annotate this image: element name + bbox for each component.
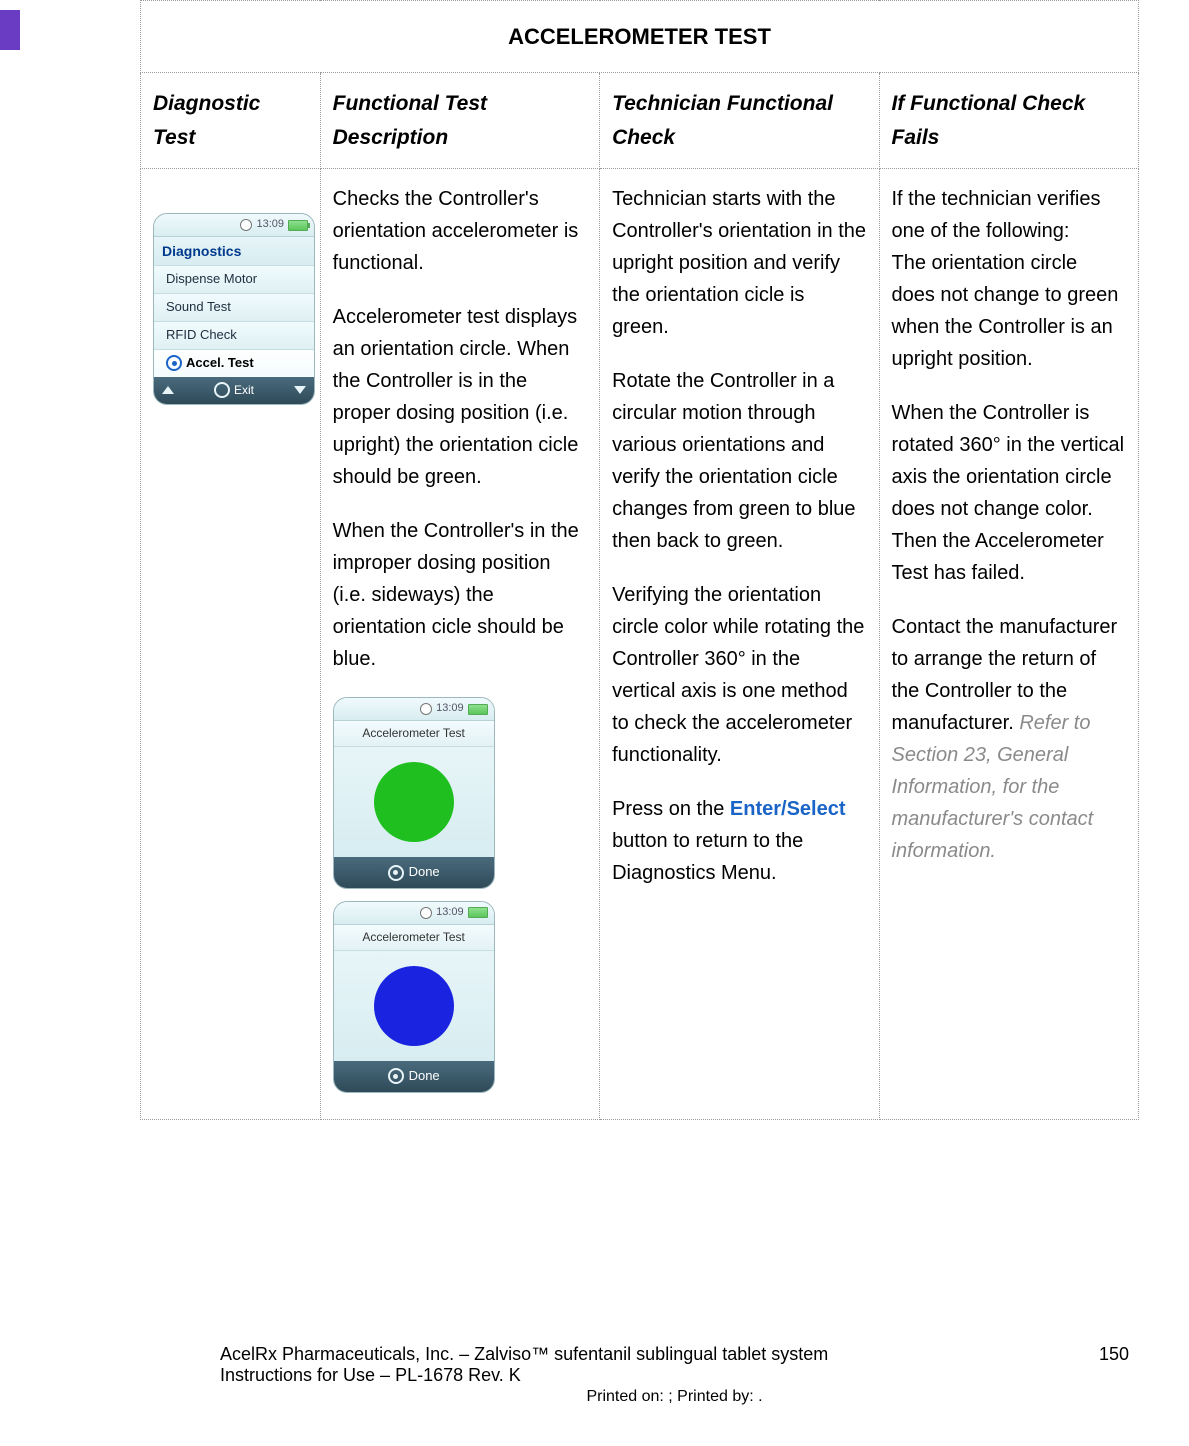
done-label: Done	[409, 862, 440, 883]
tech-p4c: button to return to the Diagnostics Menu…	[612, 830, 803, 884]
menu-item-accel-label: Accel. Test	[186, 353, 254, 374]
done-label: Done	[409, 1066, 440, 1087]
fail-p3: When the Controller is rotated 360° in t…	[892, 397, 1127, 525]
device-statusbar: 13:09	[334, 698, 494, 721]
done-bar: Done	[334, 857, 494, 888]
device-time: 13:09	[436, 700, 464, 718]
nav-down-icon	[294, 386, 306, 394]
clock-icon	[240, 219, 252, 231]
battery-icon	[288, 220, 308, 231]
menu-item-dispense-motor: Dispense Motor	[154, 265, 314, 293]
device-time: 13:09	[256, 216, 284, 234]
functional-desc-cell: Checks the Controller's orientation acce…	[320, 169, 599, 1119]
device-diagnostics-menu: 13:09 Diagnostics Dispense Motor Sound T…	[153, 213, 315, 404]
select-ring-icon	[388, 1068, 404, 1084]
desc-p1: Checks the Controller's orientation acce…	[333, 183, 587, 279]
clock-icon	[420, 703, 432, 715]
tech-p1: Technician starts with the Controller's …	[612, 183, 866, 343]
main-content: ACCELEROMETER TEST Diagnostic Test Funct…	[140, 0, 1139, 1120]
footer-company: AcelRx Pharmaceuticals, Inc. – Zalviso™ …	[220, 1344, 828, 1365]
device-statusbar: 13:09	[154, 214, 314, 237]
footer-page-number: 150	[1099, 1344, 1129, 1365]
clock-icon	[420, 907, 432, 919]
diagnostic-test-cell: 13:09 Diagnostics Dispense Motor Sound T…	[141, 169, 321, 1119]
softkey-exit-label: Exit	[234, 381, 254, 400]
select-ring-icon	[214, 382, 230, 398]
device-accel-blue: 13:09 Accelerometer Test Done	[333, 901, 495, 1093]
page-footer: AcelRx Pharmaceuticals, Inc. – Zalviso™ …	[220, 1344, 1129, 1406]
select-ring-icon	[388, 865, 404, 881]
desc-p3: When the Controller's in the improper do…	[333, 515, 587, 675]
battery-icon	[468, 704, 488, 715]
fail-p4: Then the Accelerometer Test has failed.	[892, 525, 1127, 589]
header-diagnostic-test: Diagnostic Test	[141, 73, 321, 169]
header-if-fails: If Functional Check Fails	[879, 73, 1139, 169]
if-fails-cell: If the technician verifies one of the fo…	[879, 169, 1139, 1119]
fail-p2: The orientation circle does not change t…	[892, 247, 1127, 375]
menu-item-accel-test: Accel. Test	[154, 349, 314, 377]
accel-title: Accelerometer Test	[334, 925, 494, 951]
orientation-circle-blue	[374, 966, 454, 1046]
footer-doc-id: Instructions for Use – PL-1678 Rev. K	[220, 1365, 1129, 1386]
accelerometer-test-table: ACCELEROMETER TEST Diagnostic Test Funct…	[140, 0, 1139, 1120]
tech-p4a: Press on the	[612, 798, 730, 820]
orientation-circle-green	[374, 762, 454, 842]
fail-p1: If the technician verifies one of the fo…	[892, 183, 1127, 247]
desc-p2: Accelerometer test displays an orientati…	[333, 301, 587, 493]
device-softkey-bar: Exit	[154, 377, 314, 404]
header-technician-check: Technician Functional Check	[600, 73, 879, 169]
tech-p2: Rotate the Controller in a circular moti…	[612, 365, 866, 557]
accel-title: Accelerometer Test	[334, 721, 494, 747]
fail-refer: Refer to Section 23, General Information…	[892, 712, 1094, 862]
menu-item-sound-test: Sound Test	[154, 293, 314, 321]
header-functional-desc: Functional Test Description	[320, 73, 599, 169]
battery-icon	[468, 907, 488, 918]
table-title: ACCELEROMETER TEST	[141, 1, 1139, 73]
nav-up-icon	[162, 386, 174, 394]
tech-p4: Press on the Enter/Select button to retu…	[612, 793, 866, 889]
device-time: 13:09	[436, 904, 464, 922]
enter-select-label: Enter/Select	[730, 798, 846, 820]
device-heading: Diagnostics	[154, 237, 314, 265]
radio-selected-icon	[166, 355, 182, 371]
fail-p5: Contact the manufacturer to arrange the …	[892, 611, 1127, 867]
menu-item-rfid-check: RFID Check	[154, 321, 314, 349]
done-bar: Done	[334, 1061, 494, 1092]
technician-check-cell: Technician starts with the Controller's …	[600, 169, 879, 1119]
footer-printed: Printed on: ; Printed by: .	[220, 1388, 1129, 1406]
device-accel-green: 13:09 Accelerometer Test Done	[333, 697, 495, 889]
device-statusbar: 13:09	[334, 902, 494, 925]
tech-p3: Verifying the orientation circle color w…	[612, 579, 866, 771]
section-tab	[0, 10, 20, 50]
